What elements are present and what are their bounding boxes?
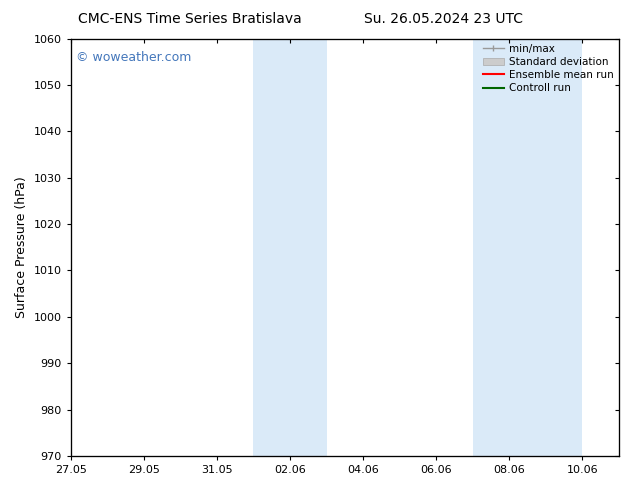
Text: CMC-ENS Time Series Bratislava: CMC-ENS Time Series Bratislava bbox=[79, 12, 302, 26]
Bar bbox=[473, 39, 583, 456]
Bar bbox=[254, 39, 327, 456]
Legend: min/max, Standard deviation, Ensemble mean run, Controll run: min/max, Standard deviation, Ensemble me… bbox=[483, 44, 614, 93]
Text: Su. 26.05.2024 23 UTC: Su. 26.05.2024 23 UTC bbox=[365, 12, 523, 26]
Text: © woweather.com: © woweather.com bbox=[76, 51, 191, 64]
Y-axis label: Surface Pressure (hPa): Surface Pressure (hPa) bbox=[15, 176, 28, 318]
